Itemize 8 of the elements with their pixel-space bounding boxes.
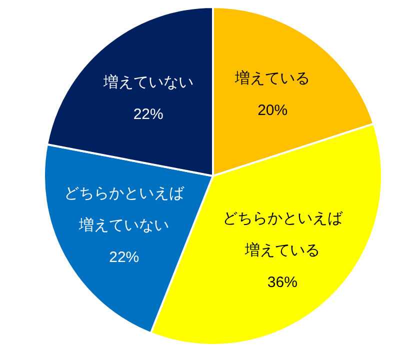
slice-label: 増えていない [102,74,194,91]
data-label: 22% [133,106,164,123]
slice-label: どちらかといえば増えている [222,210,344,259]
slice-label: どちらかといえば増えていない [64,184,186,234]
data-label: 36% [267,274,298,291]
data-label: 22% [109,248,140,266]
slice-label: 増えている [234,70,310,87]
data-label: 20% [258,102,288,119]
